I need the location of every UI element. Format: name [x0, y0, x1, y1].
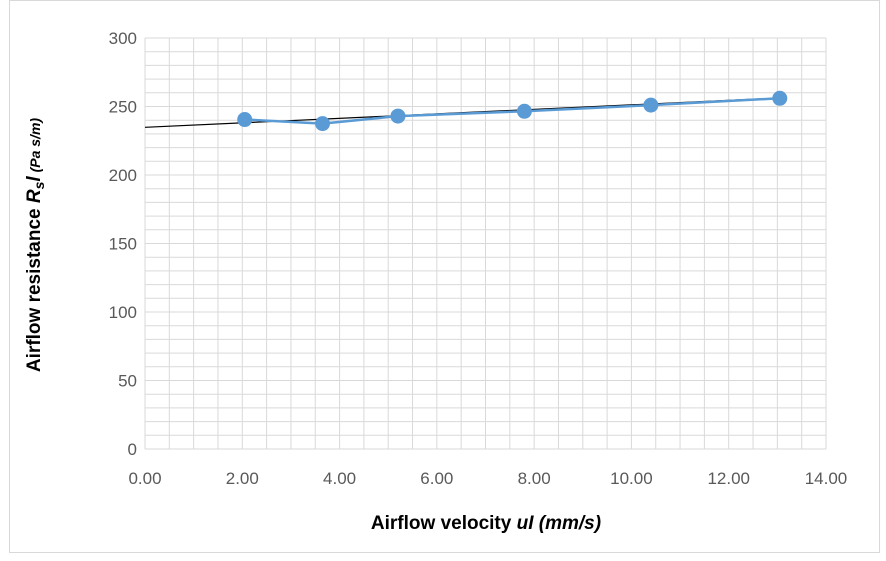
y-tick-label: 50 — [118, 372, 137, 391]
data-point — [315, 116, 331, 132]
x-tick-label: 12.00 — [707, 469, 750, 488]
data-point — [772, 90, 788, 106]
x-tick-label: 14.00 — [805, 469, 848, 488]
x-tick-label: 10.00 — [610, 469, 653, 488]
axis-layer: 0.00 2.00 4.00 6.00 8.00 10.00 12.00 14.00 0 50 10… — [109, 29, 848, 488]
y-tick-label: 250 — [109, 98, 137, 117]
data-point — [516, 103, 532, 119]
data-point — [237, 112, 253, 128]
y-tick-label: 100 — [109, 303, 137, 322]
x-axis-title: Airflow velocity uI (mm/s) — [371, 513, 601, 534]
y-tick-label: 200 — [109, 166, 137, 185]
y-axis-title: Airflow resistance Rsl (Pa s/m) — [24, 118, 47, 372]
x-tick-label: 8.00 — [518, 469, 551, 488]
x-tick-label: 6.00 — [420, 469, 453, 488]
series-line — [244, 97, 780, 125]
data-point — [643, 97, 659, 113]
chart-frame — [9, 0, 880, 553]
y-tick-label: 0 — [128, 440, 137, 459]
x-tick-label: 4.00 — [323, 469, 356, 488]
y-tick-label: 300 — [109, 29, 137, 48]
data-point — [390, 108, 406, 124]
series-layer — [237, 90, 788, 132]
x-tick-label: 0.00 — [128, 469, 161, 488]
grid-layer — [144, 37, 827, 450]
y-tick-label: 150 — [109, 235, 137, 254]
x-tick-label: 2.00 — [226, 469, 259, 488]
